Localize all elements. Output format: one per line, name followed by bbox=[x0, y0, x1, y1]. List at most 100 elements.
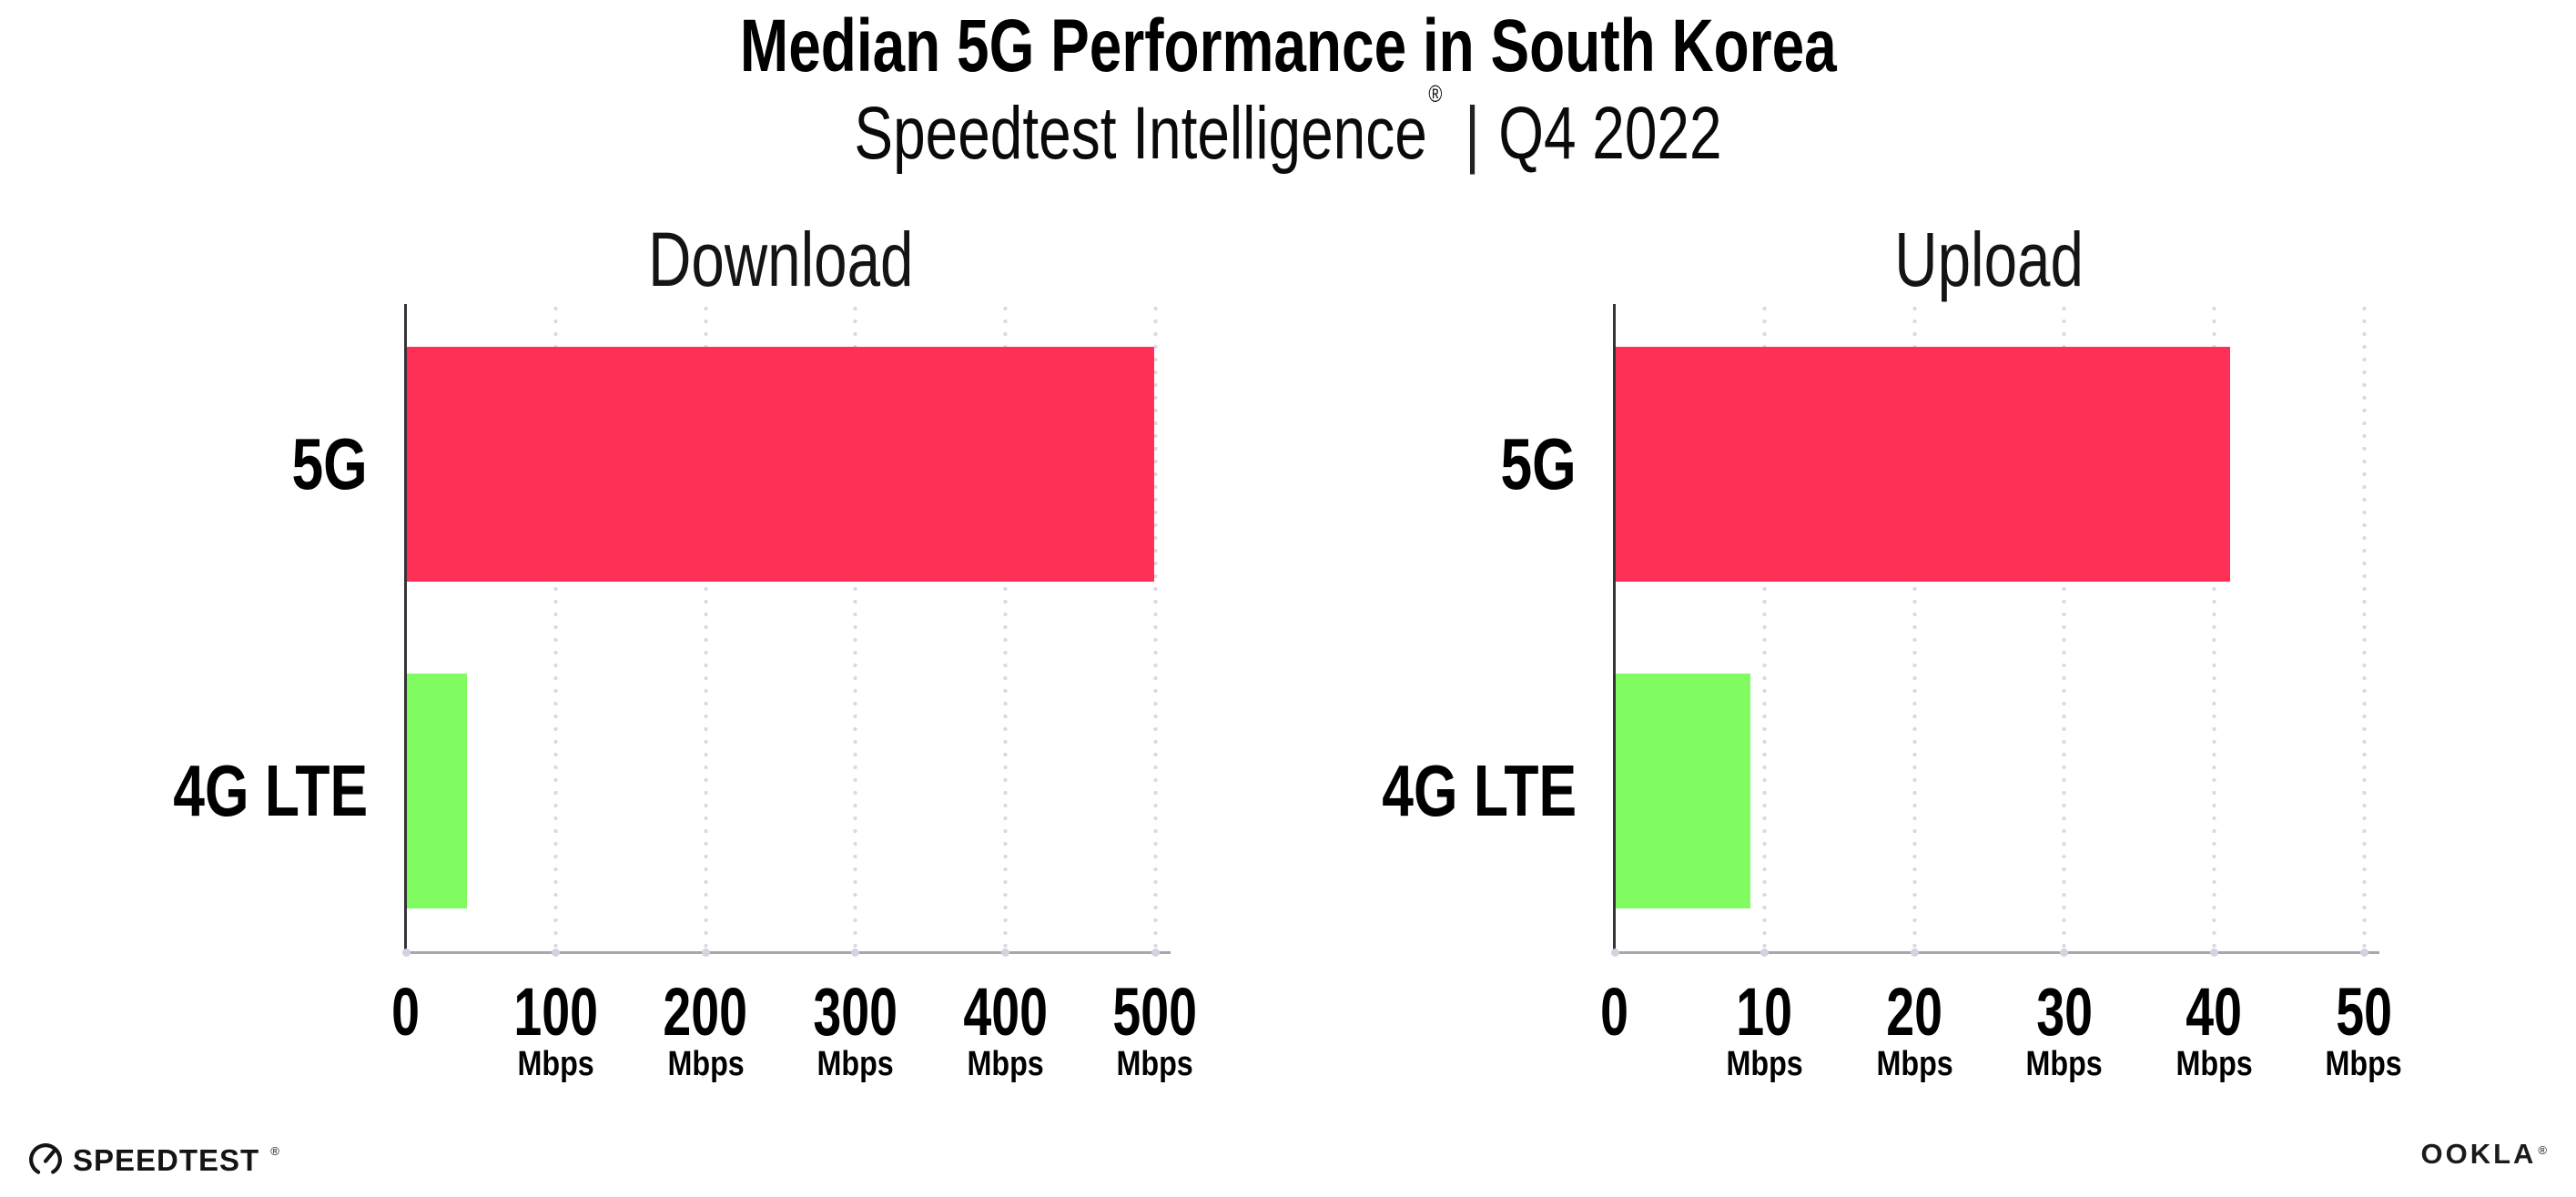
x-tick-label-0: 0 bbox=[306, 979, 506, 1046]
x-axis-line bbox=[1613, 951, 2379, 954]
bar-4g-lte bbox=[407, 674, 467, 908]
x-tick-label-30: 30 bbox=[1964, 979, 2165, 1046]
axis-tick-dot-100 bbox=[552, 948, 561, 957]
x-tick-unit-label: Mbps bbox=[2325, 1045, 2403, 1083]
x-tick-value: 0 bbox=[391, 974, 421, 1050]
page-subtitle: Speedtest Intelligence® | Q4 2022 bbox=[0, 81, 2576, 176]
x-tick-unit-label: Mbps bbox=[816, 1045, 894, 1083]
x-tick-unit-label: Mbps bbox=[2175, 1045, 2253, 1083]
gridline-50 bbox=[2361, 302, 2367, 951]
x-tick-unit-100: Mbps bbox=[456, 1047, 656, 1081]
gridline-100 bbox=[553, 302, 559, 951]
x-tick-value: 200 bbox=[663, 974, 748, 1050]
subplot-title-upload: Upload bbox=[1894, 217, 2084, 302]
x-tick-unit-label: Mbps bbox=[1726, 1045, 1803, 1083]
x-tick-value: 300 bbox=[813, 974, 898, 1050]
ookla-logo: OOKLA ® bbox=[2420, 1140, 2547, 1168]
registered-mark: ® bbox=[1428, 79, 1443, 107]
category-label-4g-lte: 4G LTE bbox=[1194, 674, 1577, 908]
x-tick-unit-50: Mbps bbox=[2264, 1047, 2464, 1081]
axis-tick-dot-300 bbox=[851, 948, 860, 957]
x-tick-label-500: 500 bbox=[1055, 979, 1255, 1046]
axis-tick-dot-400 bbox=[1000, 948, 1009, 957]
plot-area-download: 0 100 Mbps 200 Mbps 300 Mbps 400 Mbps 500 Mbps 5G 4G… bbox=[173, 302, 1197, 1081]
speedtest-logo: SPEEDTEST ® bbox=[27, 1141, 279, 1178]
axis-tick-dot-30 bbox=[2060, 948, 2069, 957]
x-tick-label-300: 300 bbox=[756, 979, 956, 1046]
gridline-10 bbox=[1762, 302, 1768, 951]
x-tick-value: 500 bbox=[1112, 974, 1198, 1050]
x-tick-unit-label: Mbps bbox=[667, 1045, 745, 1083]
x-tick-value: 10 bbox=[1736, 974, 1793, 1050]
x-tick-unit-label: Mbps bbox=[1876, 1045, 1953, 1083]
gridline-30 bbox=[2062, 302, 2067, 951]
subtitle-brand: Speedtest Intelligence bbox=[854, 92, 1427, 176]
subtitle-separator: | bbox=[1465, 92, 1480, 176]
x-tick-unit-500: Mbps bbox=[1055, 1047, 1255, 1081]
gridline-200 bbox=[703, 302, 708, 951]
x-axis-line bbox=[404, 951, 1171, 954]
x-tick-unit-40: Mbps bbox=[2114, 1047, 2314, 1081]
x-tick-unit-20: Mbps bbox=[1814, 1047, 2014, 1081]
x-tick-unit-label: Mbps bbox=[517, 1045, 594, 1083]
x-tick-unit-30: Mbps bbox=[1964, 1047, 2165, 1081]
x-tick-unit-10: Mbps bbox=[1665, 1047, 1865, 1081]
ookla-registered-mark: ® bbox=[2538, 1143, 2547, 1157]
x-tick-value: 20 bbox=[1886, 974, 1943, 1050]
x-tick-unit-label: Mbps bbox=[1116, 1045, 1194, 1083]
category-label-text: 4G LTE bbox=[1382, 750, 1577, 831]
chart-download: Download 0 100 Mbps 200 Mbps 300 Mbps 400 Mbps 50… bbox=[173, 221, 1197, 1081]
ookla-logo-text: OOKLA bbox=[2420, 1138, 2537, 1170]
x-tick-value: 400 bbox=[963, 974, 1048, 1050]
y-axis-line bbox=[404, 304, 407, 954]
page-title: Median 5G Performance in South Korea bbox=[739, 5, 1837, 87]
chart-upload: Upload 0 10 Mbps 20 Mbps 30 Mbps 40 Mbps 50 Mbps 5G… bbox=[1382, 221, 2402, 1081]
x-tick-label-100: 100 bbox=[456, 979, 656, 1046]
x-tick-value: 40 bbox=[2186, 974, 2243, 1050]
speedtest-registered-mark: ® bbox=[270, 1143, 279, 1158]
axis-tick-dot-50 bbox=[2359, 948, 2368, 957]
x-tick-value: 0 bbox=[1600, 974, 1629, 1050]
gridline-500 bbox=[1152, 302, 1158, 951]
x-tick-label-200: 200 bbox=[605, 979, 806, 1046]
x-tick-label-40: 40 bbox=[2114, 979, 2314, 1046]
axis-tick-dot-500 bbox=[1151, 948, 1160, 957]
category-label-text: 5G bbox=[1500, 423, 1577, 504]
axis-tick-dot-20 bbox=[1910, 948, 1919, 957]
axis-tick-dot-40 bbox=[2209, 948, 2218, 957]
x-tick-unit-200: Mbps bbox=[605, 1047, 806, 1081]
axis-tick-dot-0 bbox=[1610, 948, 1619, 957]
gridline-20 bbox=[1912, 302, 1917, 951]
gridline-400 bbox=[1002, 302, 1008, 951]
axis-tick-dot-200 bbox=[701, 948, 710, 957]
category-label-text: 5G bbox=[291, 423, 368, 504]
gridline-300 bbox=[853, 302, 858, 951]
x-tick-label-50: 50 bbox=[2264, 979, 2464, 1046]
speedtest-logo-text: SPEEDTEST bbox=[73, 1142, 260, 1177]
x-tick-unit-400: Mbps bbox=[905, 1047, 1105, 1081]
category-label-5g: 5G bbox=[0, 347, 368, 582]
category-label-text: 4G LTE bbox=[173, 750, 368, 831]
bar-5g bbox=[407, 347, 1155, 582]
page-header: Median 5G Performance in South Korea Spe… bbox=[0, 5, 2576, 176]
axis-tick-dot-10 bbox=[1760, 948, 1770, 957]
gridline-40 bbox=[2211, 302, 2216, 951]
x-tick-unit-label: Mbps bbox=[2025, 1045, 2103, 1083]
x-tick-label-400: 400 bbox=[905, 979, 1105, 1046]
category-label-4g-lte: 4G LTE bbox=[0, 674, 368, 908]
x-tick-value: 50 bbox=[2336, 974, 2392, 1050]
x-tick-label-10: 10 bbox=[1665, 979, 1865, 1046]
category-label-5g: 5G bbox=[1194, 347, 1577, 582]
subtitle-period: Q4 2022 bbox=[1498, 92, 1722, 176]
x-tick-value: 100 bbox=[513, 974, 598, 1050]
plot-area-upload: 0 10 Mbps 20 Mbps 30 Mbps 40 Mbps 50 Mbps 5G 4G LTE bbox=[1382, 302, 2402, 1081]
x-tick-label-0: 0 bbox=[1515, 979, 1715, 1046]
bar-5g bbox=[1616, 347, 2230, 582]
speedtest-gauge-icon bbox=[29, 1143, 62, 1176]
y-axis-line bbox=[1613, 304, 1616, 954]
x-tick-unit-300: Mbps bbox=[756, 1047, 956, 1081]
x-tick-unit-label: Mbps bbox=[967, 1045, 1044, 1083]
axis-tick-dot-0 bbox=[401, 948, 411, 957]
bar-4g-lte bbox=[1616, 674, 1751, 908]
